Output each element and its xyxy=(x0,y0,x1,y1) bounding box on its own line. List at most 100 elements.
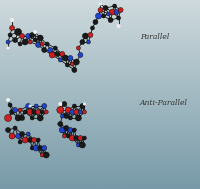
Circle shape xyxy=(59,127,65,133)
Circle shape xyxy=(106,12,110,16)
Circle shape xyxy=(99,2,102,5)
Circle shape xyxy=(22,39,28,45)
Circle shape xyxy=(118,8,122,12)
Circle shape xyxy=(103,5,108,11)
Circle shape xyxy=(36,109,41,115)
Circle shape xyxy=(43,152,49,158)
Circle shape xyxy=(49,52,55,58)
Circle shape xyxy=(36,138,40,142)
Circle shape xyxy=(92,19,98,25)
Circle shape xyxy=(28,138,33,143)
Circle shape xyxy=(18,140,22,144)
Circle shape xyxy=(64,114,69,119)
Circle shape xyxy=(70,62,74,66)
Circle shape xyxy=(76,143,80,147)
Circle shape xyxy=(8,33,12,37)
Circle shape xyxy=(42,104,47,108)
Circle shape xyxy=(30,33,35,37)
Circle shape xyxy=(33,38,37,42)
Circle shape xyxy=(64,125,69,130)
Circle shape xyxy=(6,40,10,44)
Circle shape xyxy=(26,132,30,136)
Circle shape xyxy=(58,102,62,106)
Circle shape xyxy=(42,47,47,53)
Circle shape xyxy=(90,26,94,30)
Circle shape xyxy=(18,42,22,46)
Circle shape xyxy=(72,104,76,108)
Circle shape xyxy=(57,106,64,114)
Circle shape xyxy=(101,14,105,18)
Circle shape xyxy=(18,108,22,112)
Circle shape xyxy=(88,33,92,37)
Circle shape xyxy=(30,146,34,150)
Circle shape xyxy=(40,110,44,114)
Text: Parallel: Parallel xyxy=(139,33,168,41)
Circle shape xyxy=(79,142,85,148)
Circle shape xyxy=(82,33,88,39)
Circle shape xyxy=(32,138,37,143)
Circle shape xyxy=(74,136,79,140)
Circle shape xyxy=(45,42,49,46)
Circle shape xyxy=(67,56,73,60)
Circle shape xyxy=(20,132,25,136)
Circle shape xyxy=(48,47,52,53)
Circle shape xyxy=(44,110,48,114)
Circle shape xyxy=(13,37,18,43)
Circle shape xyxy=(13,126,17,130)
Circle shape xyxy=(68,116,72,120)
Circle shape xyxy=(37,115,43,121)
Circle shape xyxy=(66,134,70,138)
Circle shape xyxy=(60,114,64,118)
Circle shape xyxy=(6,46,10,50)
Circle shape xyxy=(37,35,43,41)
Circle shape xyxy=(95,13,101,19)
Circle shape xyxy=(82,110,86,114)
Circle shape xyxy=(8,103,12,107)
Circle shape xyxy=(107,18,112,22)
Circle shape xyxy=(10,26,14,30)
Circle shape xyxy=(109,9,115,15)
Circle shape xyxy=(82,136,86,140)
Circle shape xyxy=(34,104,38,108)
Circle shape xyxy=(58,58,62,62)
Circle shape xyxy=(60,51,64,57)
Circle shape xyxy=(79,40,85,44)
Circle shape xyxy=(4,115,12,122)
Circle shape xyxy=(40,153,44,157)
Circle shape xyxy=(28,40,32,44)
Circle shape xyxy=(20,115,25,121)
Circle shape xyxy=(22,137,28,143)
Circle shape xyxy=(26,104,31,108)
Circle shape xyxy=(16,133,20,139)
Circle shape xyxy=(33,145,39,151)
Circle shape xyxy=(78,53,83,57)
Circle shape xyxy=(29,105,32,108)
Circle shape xyxy=(15,115,21,121)
Circle shape xyxy=(72,67,76,73)
Circle shape xyxy=(79,104,85,108)
Circle shape xyxy=(72,128,76,132)
Circle shape xyxy=(10,18,14,22)
Circle shape xyxy=(112,4,116,8)
Circle shape xyxy=(26,33,31,39)
Circle shape xyxy=(36,43,41,47)
Circle shape xyxy=(86,40,90,44)
Text: Anti-Parallel: Anti-Parallel xyxy=(139,99,187,107)
Circle shape xyxy=(33,30,37,34)
Circle shape xyxy=(83,102,86,105)
Circle shape xyxy=(73,59,79,65)
Circle shape xyxy=(78,136,83,140)
Circle shape xyxy=(58,122,63,126)
Circle shape xyxy=(69,135,75,141)
Circle shape xyxy=(20,33,25,39)
Circle shape xyxy=(62,134,66,138)
Circle shape xyxy=(6,98,10,102)
Circle shape xyxy=(62,101,66,106)
Circle shape xyxy=(14,29,21,36)
Circle shape xyxy=(9,133,15,139)
Circle shape xyxy=(65,107,71,113)
Circle shape xyxy=(98,8,103,12)
Circle shape xyxy=(53,46,57,50)
Circle shape xyxy=(67,128,73,132)
Circle shape xyxy=(10,109,14,115)
